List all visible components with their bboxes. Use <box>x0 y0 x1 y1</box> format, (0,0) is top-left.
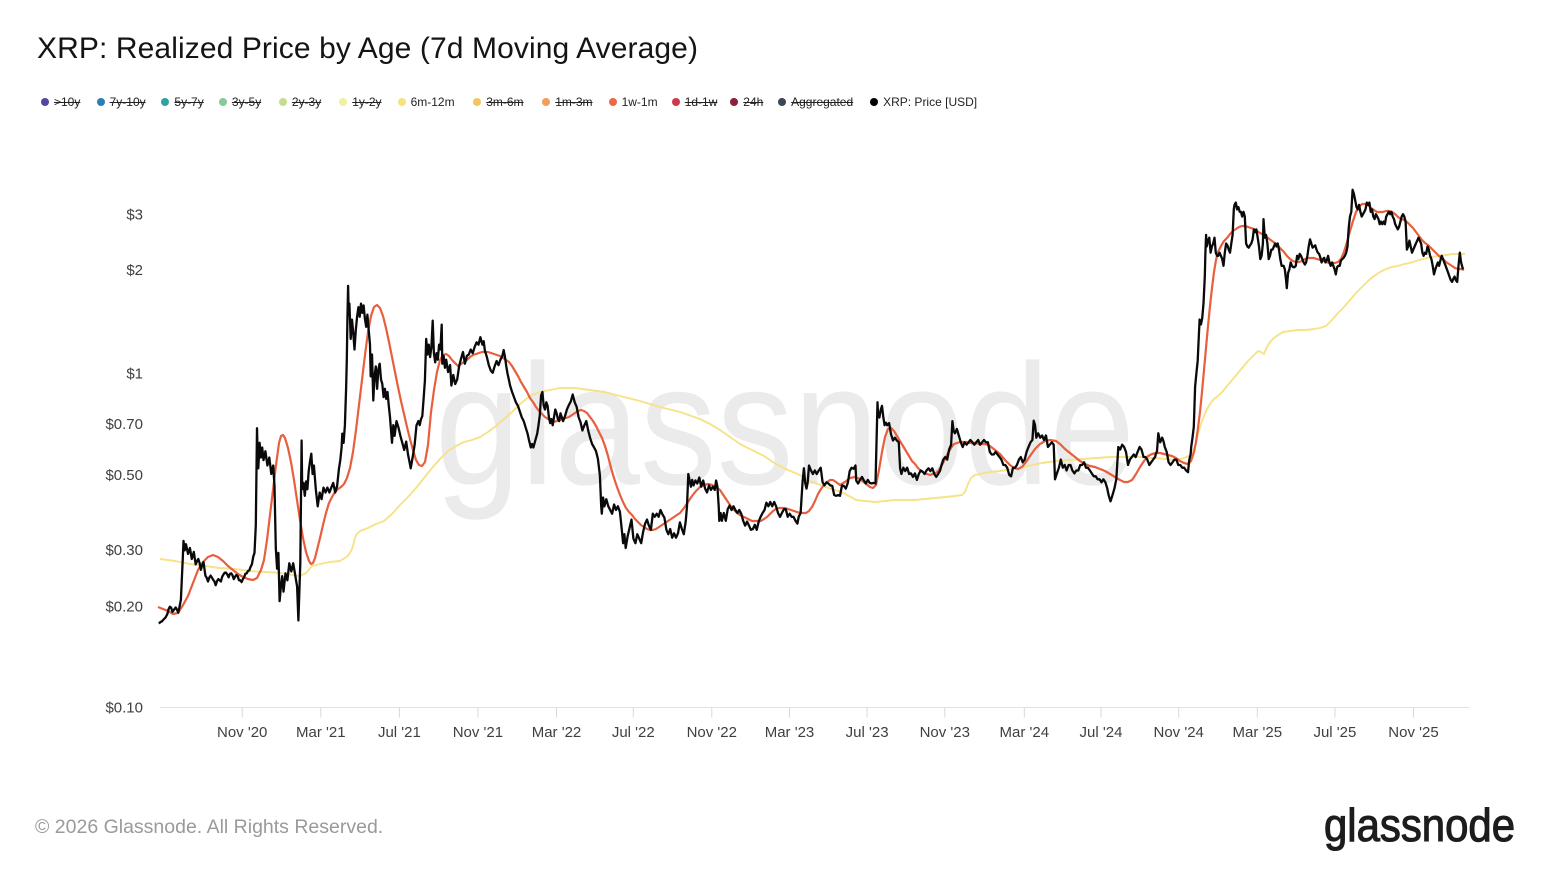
svg-text:Mar '22: Mar '22 <box>532 724 582 741</box>
svg-text:Nov '22: Nov '22 <box>687 724 737 741</box>
svg-text:$0.30: $0.30 <box>105 542 143 559</box>
svg-text:$3: $3 <box>126 207 143 224</box>
svg-text:$0.10: $0.10 <box>105 699 143 716</box>
svg-text:$2: $2 <box>126 262 143 279</box>
svg-text:Mar '21: Mar '21 <box>296 724 346 741</box>
svg-text:Nov '24: Nov '24 <box>1154 724 1204 741</box>
svg-text:Nov '20: Nov '20 <box>217 724 267 741</box>
svg-text:Jul '21: Jul '21 <box>378 724 421 741</box>
svg-text:Mar '23: Mar '23 <box>765 724 815 741</box>
svg-text:Jul '23: Jul '23 <box>846 724 889 741</box>
svg-text:Nov '25: Nov '25 <box>1388 724 1438 741</box>
svg-text:Jul '24: Jul '24 <box>1080 724 1123 741</box>
svg-text:Jul '25: Jul '25 <box>1313 724 1356 741</box>
svg-text:$0.20: $0.20 <box>105 598 143 615</box>
svg-text:$0.50: $0.50 <box>105 467 143 484</box>
svg-text:Nov '23: Nov '23 <box>920 724 970 741</box>
svg-text:$1: $1 <box>126 366 143 383</box>
svg-text:Nov '21: Nov '21 <box>453 724 503 741</box>
svg-text:Mar '25: Mar '25 <box>1233 724 1283 741</box>
svg-text:glassnode: glassnode <box>435 329 1135 521</box>
svg-text:Mar '24: Mar '24 <box>1000 724 1050 741</box>
svg-text:glassnode: glassnode <box>1324 799 1515 851</box>
svg-text:Jul '22: Jul '22 <box>612 724 655 741</box>
svg-text:$0.70: $0.70 <box>105 416 143 433</box>
